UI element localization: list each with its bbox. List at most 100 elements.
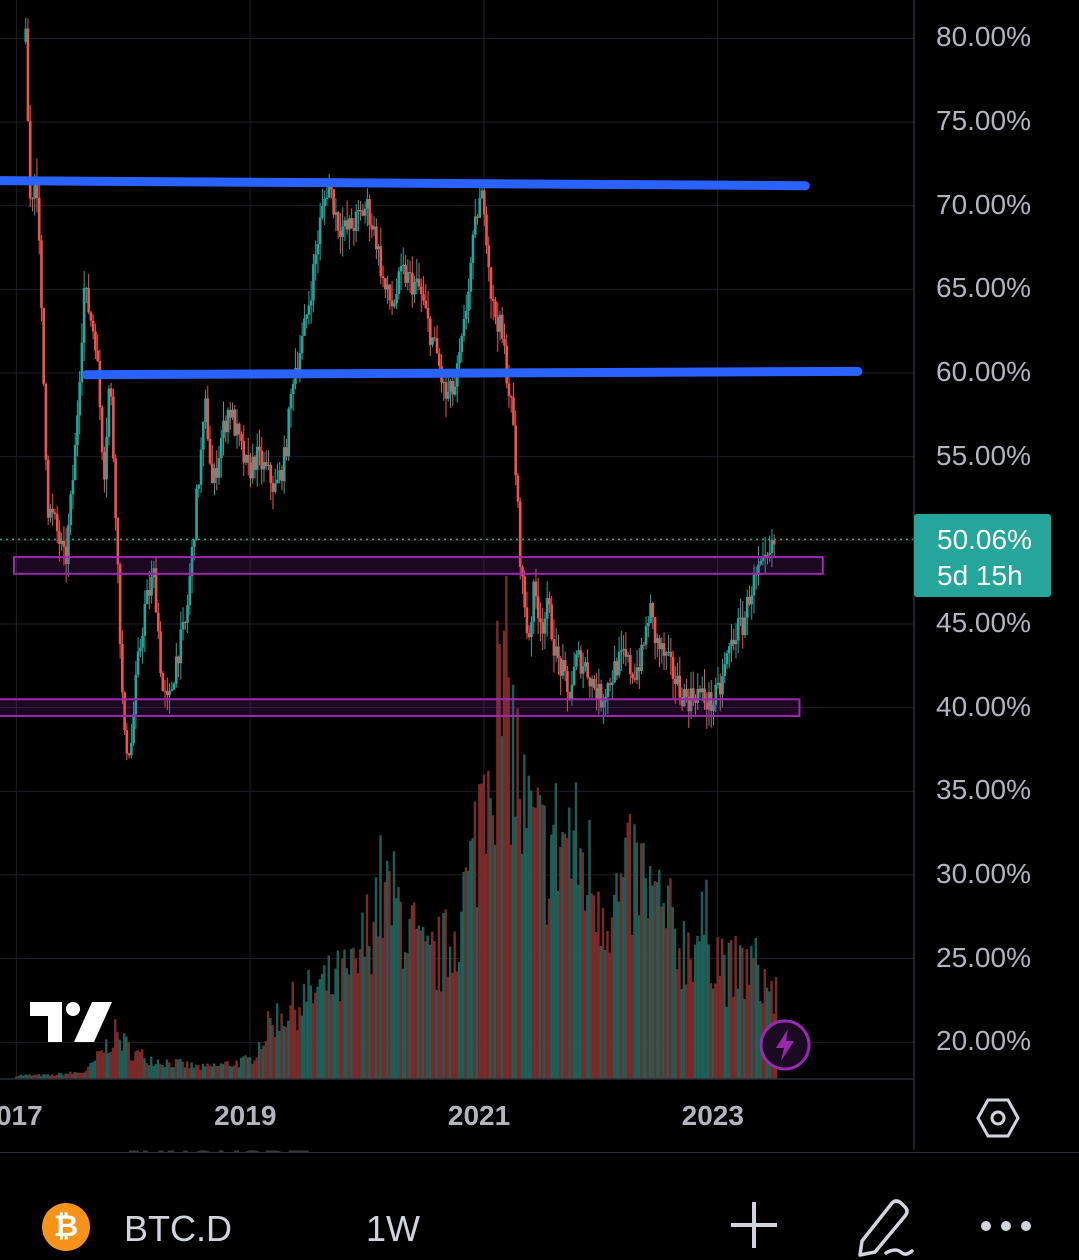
volume-bar: [379, 835, 382, 1079]
candle-body: [570, 684, 574, 700]
candle-body: [357, 210, 360, 212]
volume-bar: [107, 1053, 110, 1079]
volume-bar: [457, 962, 461, 1079]
candle-body: [64, 546, 68, 565]
volume-bar: [572, 830, 575, 1079]
volume-bar: [118, 1039, 121, 1079]
volume-bar: [329, 994, 333, 1079]
candle-body: [76, 415, 79, 446]
candle-body: [521, 566, 524, 577]
candle-body: [368, 199, 371, 226]
tradingview-logo: [30, 1002, 112, 1042]
candle-body: [170, 689, 174, 691]
candle-body: [586, 662, 589, 678]
volume-bar: [637, 915, 641, 1079]
candle-body: [215, 468, 219, 478]
chart-area[interactable]: 80.00% 75.00% 70.00% 65.00% 60.00% 55.00% 50.0…: [0, 0, 1079, 1150]
candle-body: [33, 176, 37, 199]
candle-body: [35, 176, 39, 198]
volume-bar: [266, 1011, 270, 1079]
interval-button[interactable]: 1W: [366, 1208, 420, 1249]
volume-bar: [325, 990, 328, 1079]
candle-body: [361, 210, 365, 216]
volume-bar: [185, 1061, 189, 1079]
candle-body: [613, 661, 616, 683]
price-chart[interactable]: [0, 0, 1079, 1150]
volume-bar: [143, 1058, 146, 1079]
price-tick: 35.00%: [936, 774, 1031, 806]
volume-bar: [687, 932, 690, 1079]
candle-body: [213, 468, 216, 484]
candle-body: [566, 671, 569, 692]
candle-body: [334, 212, 338, 215]
ellipsis-icon[interactable]: [980, 1214, 1032, 1238]
support-zone-49[interactable]: [13, 556, 824, 575]
volume-bar: [15, 1076, 18, 1079]
volume-bar: [435, 989, 438, 1079]
candle-body: [662, 643, 666, 656]
volume-bar: [48, 1075, 52, 1079]
candle-body: [114, 458, 117, 519]
volume-bar: [466, 870, 470, 1079]
volume-bar: [390, 925, 393, 1079]
candle-body: [359, 210, 362, 212]
price-tick: 40.00%: [936, 690, 1031, 722]
candle-body: [127, 753, 131, 756]
volume-bar: [631, 935, 634, 1079]
candle-body: [291, 384, 295, 395]
volume-bar: [493, 844, 497, 1079]
resistance-line-60[interactable]: [81, 366, 863, 380]
volume-bar: [642, 842, 645, 1079]
candle-body: [375, 226, 378, 250]
candle-body: [87, 287, 90, 313]
volume-bar: [734, 935, 737, 1079]
volume-bar: [662, 903, 665, 1079]
plus-icon[interactable]: [728, 1198, 780, 1252]
candle-body: [372, 226, 376, 230]
candle-body: [464, 310, 468, 319]
volume-bar: [714, 983, 717, 1079]
volume-bar: [257, 1041, 261, 1079]
candle-body: [181, 622, 185, 630]
volume-bar: [221, 1063, 225, 1079]
candle-body: [411, 273, 414, 295]
candle-body: [262, 462, 266, 470]
volume-bar: [154, 1064, 157, 1079]
pencil-icon[interactable]: [852, 1195, 914, 1257]
candle-body: [393, 303, 396, 307]
lightning-icon[interactable]: [758, 1018, 812, 1072]
candle-body: [606, 683, 610, 698]
resistance-line-71[interactable]: [0, 176, 810, 191]
volume-bar: [356, 973, 360, 1079]
volume-bar: [705, 879, 708, 1079]
candle-body: [40, 240, 43, 308]
candle-body: [267, 464, 270, 466]
candle-body: [255, 446, 259, 470]
candle-body: [772, 540, 776, 545]
symbol-button[interactable]: BTC.D: [124, 1208, 232, 1249]
candle-body: [309, 300, 313, 306]
bitcoin-icon: ₿: [42, 1203, 90, 1251]
volume-bar: [138, 1051, 142, 1079]
candle-body: [116, 518, 120, 565]
candle-body: [31, 198, 34, 200]
volume-bar: [487, 770, 490, 1079]
hexagon-settings-icon[interactable]: [976, 1096, 1020, 1140]
volume-bar: [248, 1057, 252, 1079]
time-tick: 2019: [214, 1100, 277, 1131]
candle-body: [451, 381, 455, 395]
candle-body: [404, 265, 407, 283]
candle-body: [507, 383, 511, 396]
volume-bar: [37, 1074, 41, 1079]
candle-body: [222, 420, 225, 439]
candle-body: [413, 281, 416, 295]
candle-body: [435, 338, 439, 354]
support-zone-40[interactable]: [0, 698, 801, 717]
volume-bar: [720, 938, 724, 1079]
volume-bar: [318, 979, 322, 1079]
volume-bar: [132, 1060, 135, 1079]
candle-body: [130, 743, 133, 756]
volume-bar: [671, 906, 674, 1079]
volume-bar: [437, 916, 441, 1079]
candle-body: [163, 691, 167, 693]
